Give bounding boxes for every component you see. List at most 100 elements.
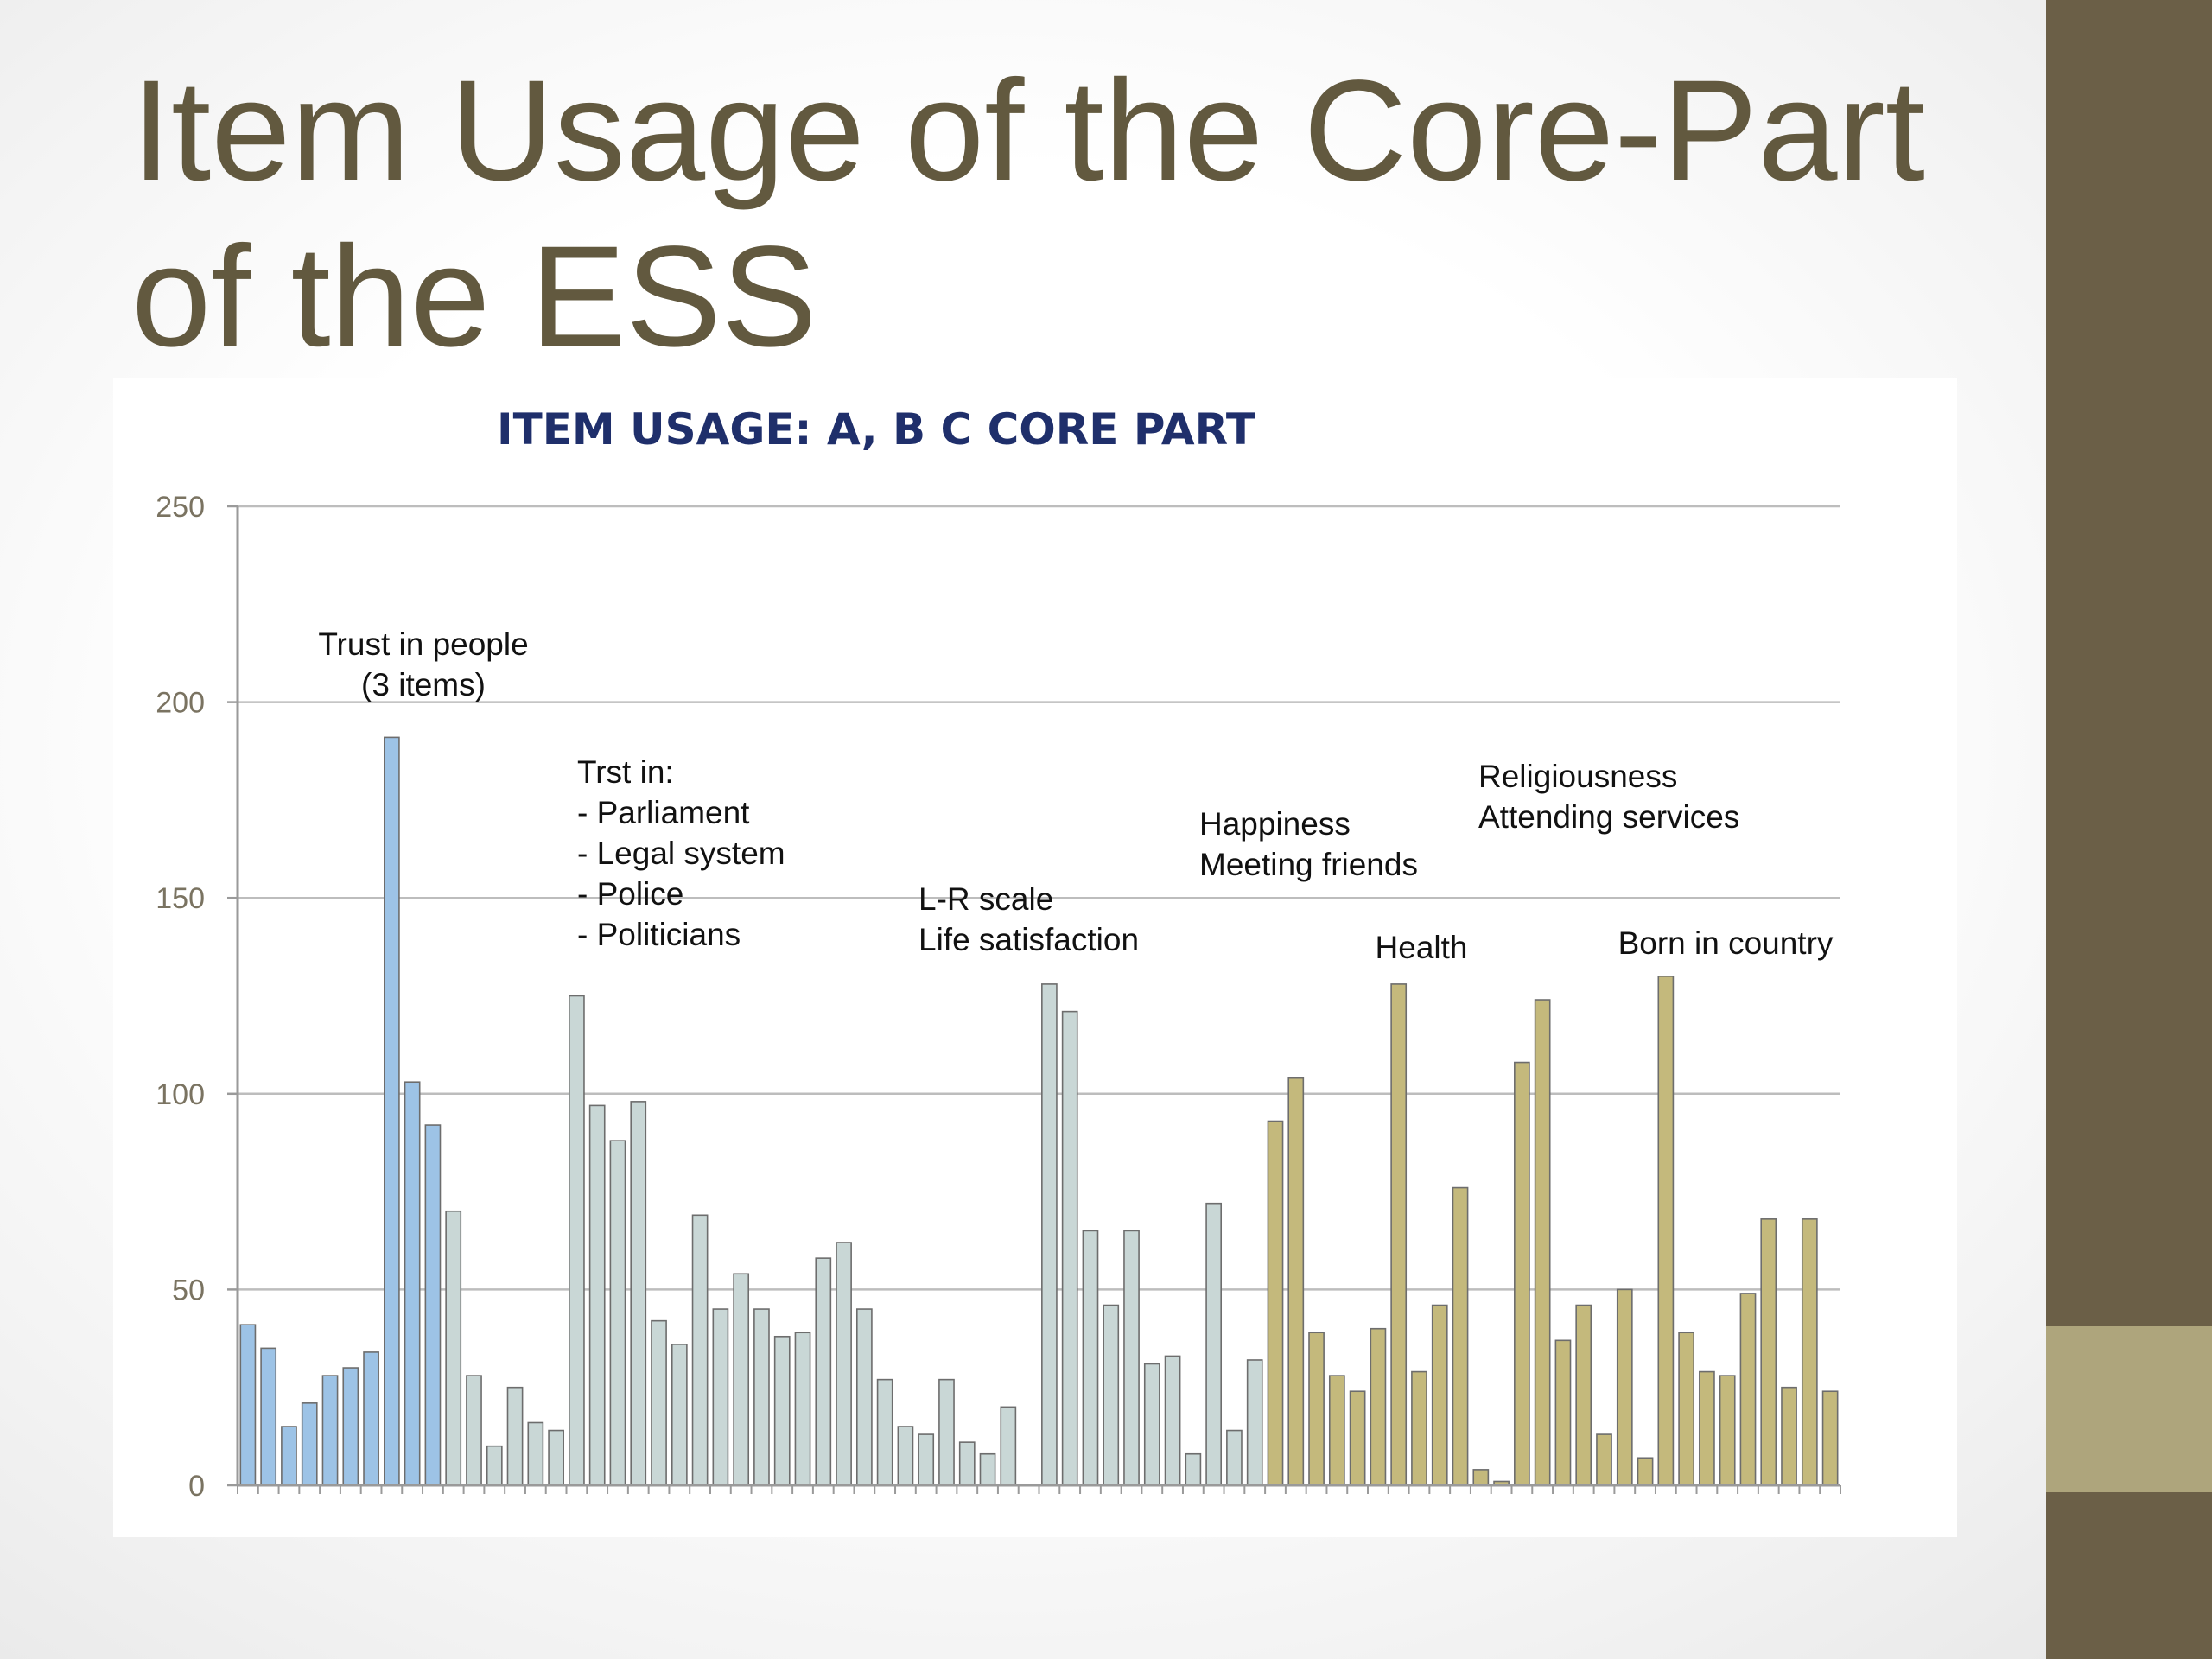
bar — [1246, 1359, 1263, 1486]
bar — [506, 1386, 524, 1486]
bar — [1390, 983, 1408, 1486]
bar — [1678, 1332, 1694, 1486]
bar — [1123, 1230, 1140, 1486]
bar — [1657, 976, 1675, 1486]
bar — [1637, 1457, 1654, 1486]
bar — [876, 1378, 893, 1486]
bar — [855, 1308, 873, 1486]
bar — [1349, 1390, 1366, 1486]
bar — [1287, 1077, 1305, 1486]
bar — [301, 1402, 318, 1486]
y-tick-label: 150 — [156, 882, 205, 915]
bar — [1061, 1010, 1078, 1486]
bar — [651, 1319, 667, 1486]
bar — [1616, 1288, 1633, 1486]
bar — [979, 1452, 996, 1486]
bar — [1185, 1452, 1202, 1486]
bar — [1760, 1218, 1777, 1486]
bar — [794, 1332, 811, 1486]
bar — [384, 736, 400, 1486]
annotation: L-R scale Life satisfaction — [918, 881, 1139, 957]
bar — [486, 1445, 503, 1486]
annotation: Trust in people (3 items) — [318, 626, 528, 702]
slide-title-line-2: of the ESS — [131, 217, 817, 377]
axes — [236, 506, 1841, 1494]
bar — [733, 1273, 750, 1486]
gridlines — [238, 505, 1840, 1291]
bar — [1103, 1304, 1120, 1486]
bar — [1164, 1355, 1181, 1486]
annotation-line: Health — [1376, 930, 1468, 965]
annotation-line: Life satisfaction — [918, 922, 1139, 957]
bar — [712, 1308, 729, 1486]
y-tick-label: 250 — [156, 491, 205, 524]
y-axis-tick-labels: 0 50 100 150 200 250 — [156, 491, 238, 1503]
annotation-line: Religiousness — [1478, 759, 1677, 794]
bar — [342, 1367, 359, 1486]
annotation: Happiness Meeting friends — [1199, 806, 1418, 882]
bar — [609, 1140, 626, 1486]
bar — [1801, 1218, 1818, 1486]
bar — [958, 1441, 976, 1486]
bar — [753, 1308, 770, 1486]
annotation-line: - Parliament — [577, 795, 750, 830]
annotation: Trst in: - Parliament - Legal system - Poli… — [577, 754, 785, 952]
annotation-line: Happiness — [1199, 806, 1351, 842]
bar — [630, 1101, 647, 1486]
bar — [588, 1104, 606, 1486]
bar — [1719, 1375, 1736, 1486]
bar — [260, 1347, 277, 1486]
bar — [1699, 1370, 1715, 1486]
bar — [691, 1214, 709, 1486]
annotation: Religiousness Attending services — [1478, 759, 1739, 835]
bar — [1308, 1332, 1325, 1486]
bar — [1575, 1304, 1592, 1486]
chart-panel — [113, 378, 1957, 1537]
annotation-line: Trust in people — [318, 626, 528, 662]
annotation: Born in country — [1618, 925, 1834, 961]
bar — [1554, 1339, 1572, 1486]
bar — [671, 1344, 688, 1486]
chart-title: ITEM USAGE: A, B C CORE PART — [497, 404, 1255, 454]
bar — [836, 1242, 852, 1486]
bar — [773, 1335, 791, 1486]
bar — [1143, 1363, 1160, 1486]
bar — [1781, 1386, 1797, 1486]
bar — [1226, 1429, 1243, 1486]
bar — [1821, 1390, 1839, 1486]
bar — [1431, 1304, 1448, 1486]
bar — [1534, 999, 1551, 1486]
bar — [1514, 1061, 1530, 1486]
bar — [569, 995, 585, 1486]
bar — [1205, 1202, 1223, 1486]
bar — [1472, 1469, 1490, 1486]
bar — [918, 1433, 935, 1486]
bar — [938, 1378, 955, 1486]
annotations: Trust in people (3 items) Trst in: - Parlia… — [318, 626, 1834, 965]
y-tick-label: 50 — [172, 1274, 205, 1306]
annotation-line: - Police — [577, 876, 683, 912]
y-tick-label: 100 — [156, 1078, 205, 1111]
bar — [815, 1257, 832, 1486]
annotation-line: Attending services — [1478, 799, 1739, 835]
y-tick-label: 0 — [188, 1470, 205, 1503]
annotation-line: (3 items) — [361, 667, 486, 702]
bar — [424, 1124, 442, 1486]
annotation-line: Born in country — [1618, 925, 1834, 961]
annotation-line: Trst in: — [577, 754, 674, 790]
bar — [1370, 1327, 1387, 1486]
slide-title-line-1: Item Usage of the Core-Part — [131, 51, 1925, 211]
bar — [466, 1375, 482, 1486]
bars — [239, 736, 1839, 1486]
y-tick-label: 200 — [156, 687, 205, 720]
bar — [445, 1210, 462, 1486]
bar — [321, 1375, 339, 1486]
bar — [1082, 1230, 1099, 1486]
slide-title: Item Usage of the Core-Part of the ESS — [131, 48, 1989, 380]
bar — [548, 1429, 564, 1486]
bar — [1739, 1293, 1757, 1486]
bar — [1328, 1375, 1345, 1486]
bar — [1267, 1120, 1284, 1486]
bar — [363, 1351, 379, 1486]
